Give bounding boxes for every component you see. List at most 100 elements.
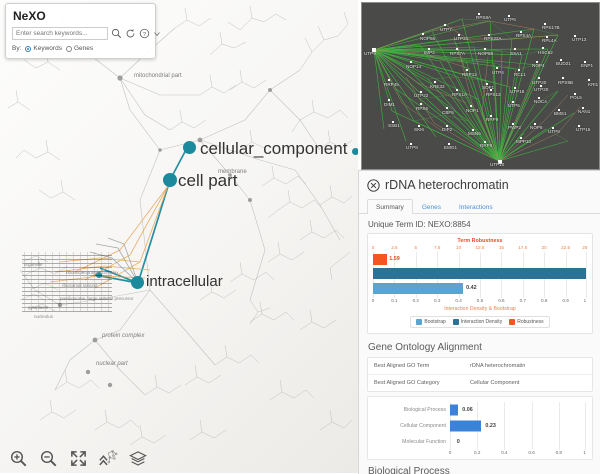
gene-node[interactable] (372, 48, 376, 52)
gene-node[interactable] (410, 61, 413, 64)
go-bar-biological-process[interactable] (450, 404, 459, 416)
gene-node[interactable] (420, 103, 423, 106)
legend-item-robustness[interactable]: Robustness (509, 319, 544, 325)
tree-node-intracellular[interactable] (131, 276, 144, 289)
gene-node[interactable] (472, 129, 475, 132)
gene-node[interactable] (496, 67, 499, 70)
refresh-icon[interactable] (125, 28, 136, 40)
gene-node[interactable] (418, 125, 421, 128)
gene-node[interactable] (392, 121, 395, 124)
bar-interaction-density[interactable] (373, 268, 587, 279)
go-bar-cellular-component[interactable] (450, 420, 482, 432)
gene-node[interactable] (434, 81, 437, 84)
gene-node[interactable] (420, 91, 423, 94)
search-input[interactable] (12, 27, 108, 40)
gene-node[interactable] (456, 89, 459, 92)
gene-node[interactable] (508, 15, 511, 18)
gene-node[interactable] (456, 48, 459, 51)
gene-node[interactable] (490, 115, 493, 118)
radio-keywords-dot[interactable] (25, 45, 32, 52)
help-icon[interactable]: ? (139, 28, 150, 40)
gene-node[interactable] (448, 143, 451, 146)
gene-node[interactable] (588, 79, 591, 82)
gene-network-edges (373, 18, 581, 162)
gene-node[interactable] (514, 87, 517, 90)
gene-node[interactable] (446, 107, 449, 110)
gene-node[interactable] (486, 83, 489, 86)
gene-node[interactable] (428, 48, 431, 51)
close-circle-icon[interactable] (367, 178, 380, 192)
layers-icon[interactable] (128, 448, 148, 468)
radio-genes[interactable]: Genes (65, 45, 93, 52)
gene-node[interactable] (512, 123, 515, 126)
gene-node[interactable] (470, 105, 473, 108)
zoom-out-icon[interactable] (38, 448, 58, 468)
gene-node[interactable] (534, 123, 537, 126)
gene-node[interactable] (574, 93, 577, 96)
tab-genes[interactable]: Genes (421, 204, 441, 211)
gene-node[interactable] (562, 77, 565, 80)
gene-node[interactable] (484, 141, 487, 144)
gene-node[interactable] (582, 107, 585, 110)
bar-bootstrap[interactable] (373, 283, 463, 294)
tree-node-cellular-component[interactable] (183, 141, 196, 154)
gene-node[interactable] (446, 125, 449, 128)
gene-node[interactable] (490, 89, 493, 92)
gene-node[interactable] (574, 35, 577, 38)
gene-node[interactable] (388, 99, 391, 102)
gene-node[interactable] (584, 61, 587, 64)
gene-node[interactable] (540, 85, 543, 88)
go-value: rDNA heterochromatin (470, 363, 526, 369)
gene-node[interactable] (546, 36, 549, 39)
collapse-network-icon[interactable] (98, 448, 118, 468)
search-panel[interactable]: NeXO ? By: Keywor (5, 3, 160, 59)
bar-robustness[interactable] (373, 254, 387, 265)
axis-tick: 12.5 (475, 245, 485, 250)
gene-node[interactable] (514, 48, 517, 51)
gene-node[interactable] (552, 127, 555, 130)
tab-summary[interactable]: Summary (367, 199, 413, 214)
gene-node[interactable] (488, 34, 491, 37)
radio-genes-dot[interactable] (65, 45, 72, 52)
gene-label-rrp45: RRP45 (384, 82, 399, 87)
go-value: Cellular Component (470, 380, 520, 386)
gene-node[interactable] (444, 24, 447, 27)
gene-node[interactable] (478, 13, 481, 16)
expand-arrows-icon[interactable] (68, 448, 88, 468)
gene-node[interactable] (520, 31, 523, 34)
tree-node-cell-part[interactable] (163, 173, 177, 187)
gene-node[interactable] (538, 77, 541, 80)
ontology-tree-canvas[interactable]: cellular_component cell part intracellul… (0, 0, 358, 473)
gene-node[interactable] (560, 59, 563, 62)
gene-node[interactable] (512, 101, 515, 104)
gene-node[interactable] (578, 125, 581, 128)
gene-node[interactable] (544, 23, 547, 26)
gene-node[interactable] (466, 69, 469, 72)
chart-top-title: Term Robustness (457, 238, 503, 244)
gene-node[interactable] (536, 61, 539, 64)
legend-item-interaction-density[interactable]: Interaction Density (452, 319, 502, 325)
gene-node[interactable] (388, 79, 391, 82)
gene-node[interactable] (520, 137, 523, 140)
gene-label-urb1: RPS6 (416, 106, 429, 111)
legend-label-bootstrap: Bootstrap (424, 319, 446, 325)
tab-interactions[interactable]: Interactions (458, 204, 493, 211)
gene-node[interactable] (458, 34, 461, 37)
gene-label-utp5: UTP5 (508, 103, 520, 108)
tree-node-small-teal-b[interactable] (352, 148, 358, 155)
legend-item-bootstrap[interactable]: Bootstrap (416, 319, 446, 325)
radio-keywords[interactable]: Keywords (25, 45, 62, 52)
gene-node[interactable] (484, 48, 487, 51)
gene-node[interactable] (410, 143, 413, 146)
gene-label-imp3: IMP3 (424, 50, 435, 55)
zoom-in-icon[interactable] (8, 448, 28, 468)
chevron-down-icon[interactable] (153, 28, 161, 40)
gene-node[interactable] (538, 97, 541, 100)
gene-node[interactable] (542, 47, 545, 50)
gene-node[interactable] (498, 160, 502, 164)
search-icon[interactable] (111, 28, 122, 40)
gene-node[interactable] (558, 109, 561, 112)
gene-interaction-network[interactable]: UTP9 UTP10 UTP7 RPS8A UTP6 RPS17B NOP56 … (361, 2, 600, 170)
gene-node[interactable] (518, 69, 521, 72)
gene-node[interactable] (422, 33, 425, 36)
